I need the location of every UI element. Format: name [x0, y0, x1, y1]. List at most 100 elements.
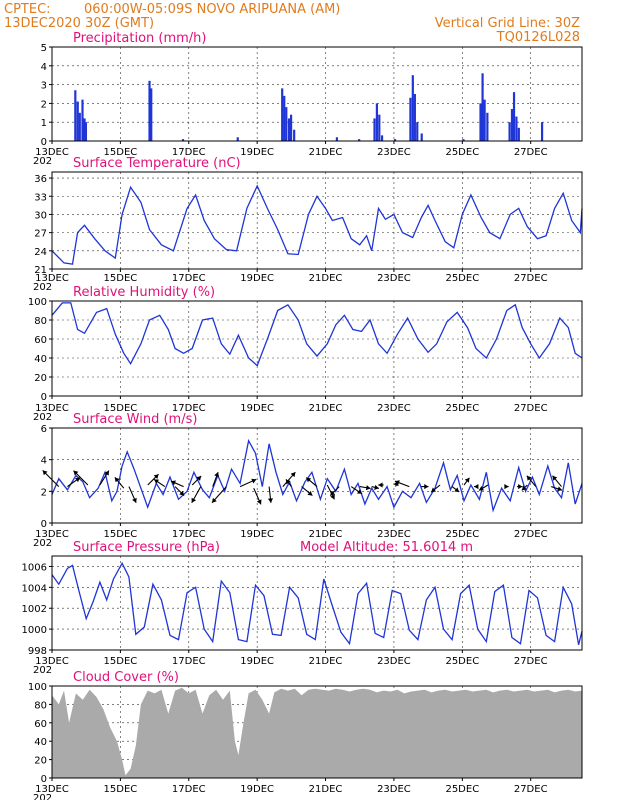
temp-ytick-label: 27	[34, 229, 47, 240]
wind-vector-head	[504, 484, 509, 490]
precip-ytick-label: 2	[41, 99, 47, 110]
wind-xtick-label: 13DEC	[35, 529, 69, 540]
temp-xtick-label: 25DEC	[445, 273, 479, 284]
wind-vector-head	[75, 477, 80, 483]
rh-ytick-label: 0	[41, 392, 47, 403]
precip-bar	[479, 103, 482, 141]
precip-bar	[373, 118, 376, 141]
wind-vector-head	[73, 470, 79, 476]
press-title: Surface Pressure (hPa)	[73, 540, 220, 555]
precip-bar	[409, 97, 412, 141]
precip-bar	[293, 129, 296, 141]
wind-vector-head	[285, 479, 291, 485]
temp-xtick-label: 19DEC	[240, 273, 274, 284]
precip-bar	[150, 88, 153, 141]
wind-vector-head	[267, 498, 274, 503]
wind-vector-head	[171, 480, 176, 486]
precip-xtick-label: 15DEC	[104, 147, 138, 158]
cloud-title: Cloud Cover (%)	[73, 670, 179, 685]
precip-bar	[515, 116, 518, 141]
wind-xtick-label: 15DEC	[104, 529, 138, 540]
temp-xtick-label: 27DEC	[514, 273, 548, 284]
wind-vector-head	[214, 472, 220, 478]
cloud-year-label: 202	[33, 793, 52, 800]
rh-frame	[51, 300, 583, 397]
wind-vector-head	[356, 489, 362, 494]
wind-vector-head	[365, 485, 371, 491]
press-ytick-label: 1002	[22, 604, 47, 615]
wind-vector-head	[330, 490, 336, 496]
wind-vector-head	[256, 499, 262, 505]
precip-bar	[512, 92, 516, 141]
cloud-xtick-label: 21DEC	[309, 784, 343, 795]
precip-xtick-label: 27DEC	[514, 147, 548, 158]
temp-ytick-label: 33	[34, 192, 47, 203]
precip-bar	[462, 139, 465, 141]
precip-xtick-label: 13DEC	[35, 147, 69, 158]
precip-xtick-label: 19DEC	[240, 147, 274, 158]
wind-vector-head	[521, 485, 527, 491]
precip-xtick-label: 21DEC	[309, 147, 343, 158]
temp-title: Surface Temperature (nC)	[73, 156, 241, 171]
press-ytick-label: 1004	[22, 583, 47, 594]
press-xtick-label: 27DEC	[514, 656, 548, 667]
precip-bar	[83, 118, 86, 141]
cloud-xtick-label: 13DEC	[35, 784, 69, 795]
wind-vector-head	[196, 476, 202, 481]
wind-title: Surface Wind (m/s)	[73, 412, 197, 427]
precip-bar	[74, 90, 77, 141]
precip-ytick-label: 5	[41, 43, 47, 54]
press-subtitle: Model Altitude: 51.6014 m	[300, 540, 473, 555]
temp-ytick-label: 24	[34, 247, 47, 258]
temp-year-label: 202	[33, 282, 52, 293]
rh-ytick-label: 40	[34, 354, 47, 365]
panel-wind: Surface Wind (m/s) 0 2 4 6 13DEC 15DEC 17DEC 19D…	[33, 412, 583, 549]
panel-precip: Precipitation (mm/h) 0 1 2 3 4 5 13DEC 15DEC 17DE…	[33, 31, 583, 167]
cloud-ytick-label: 40	[34, 737, 47, 748]
precip-bar	[481, 73, 484, 141]
wind-vector-head	[378, 482, 383, 488]
press-line	[51, 561, 583, 646]
rh-title: Relative Humidity (%)	[73, 285, 215, 300]
temp-xtick-label: 13DEC	[35, 273, 69, 284]
press-xtick-label: 25DEC	[445, 656, 479, 667]
wind-vector-head	[474, 484, 479, 490]
cloud-xtick-label: 19DEC	[240, 784, 274, 795]
rh-xtick-label: 15DEC	[104, 403, 138, 414]
wind-vector-head	[290, 472, 296, 478]
press-xtick-label: 21DEC	[309, 656, 343, 667]
precip-xtick-label: 25DEC	[445, 147, 479, 158]
wind-vector-head	[330, 494, 335, 500]
wind-frame	[51, 427, 583, 524]
wind-ytick-label: 4	[41, 456, 47, 467]
precip-bar	[78, 112, 81, 141]
cloud-ytick-label: 80	[34, 700, 47, 711]
precip-ytick-label: 0	[41, 137, 47, 148]
precip-bar	[148, 80, 151, 141]
precip-xtick-label: 17DEC	[172, 147, 206, 158]
wind-vector-head	[114, 477, 120, 483]
precip-bar	[287, 118, 291, 141]
cloud-ytick-label: 20	[34, 756, 47, 767]
press-frame	[51, 555, 583, 651]
rh-line	[51, 302, 583, 367]
wind-vector-head	[478, 485, 484, 491]
wind-vector-head	[526, 475, 532, 481]
press-xtick-label: 15DEC	[104, 656, 138, 667]
precip-bar	[486, 112, 489, 141]
precip-bar	[236, 137, 239, 141]
temp-xtick-label: 23DEC	[377, 273, 411, 284]
wind-xtick-label: 27DEC	[514, 529, 548, 540]
precip-bar	[289, 114, 293, 141]
wind-vector-head	[211, 497, 217, 503]
precip-bar	[510, 109, 514, 141]
cloud-xtick-label: 27DEC	[514, 784, 548, 795]
press-xtick-label: 23DEC	[377, 656, 411, 667]
precip-bar	[76, 101, 79, 141]
wind-vector-head	[424, 484, 429, 490]
rh-xtick-label: 17DEC	[172, 403, 206, 414]
wind-ytick-label: 0	[41, 519, 47, 530]
wind-vector-head	[431, 487, 437, 493]
wind-vector-head	[518, 484, 523, 490]
